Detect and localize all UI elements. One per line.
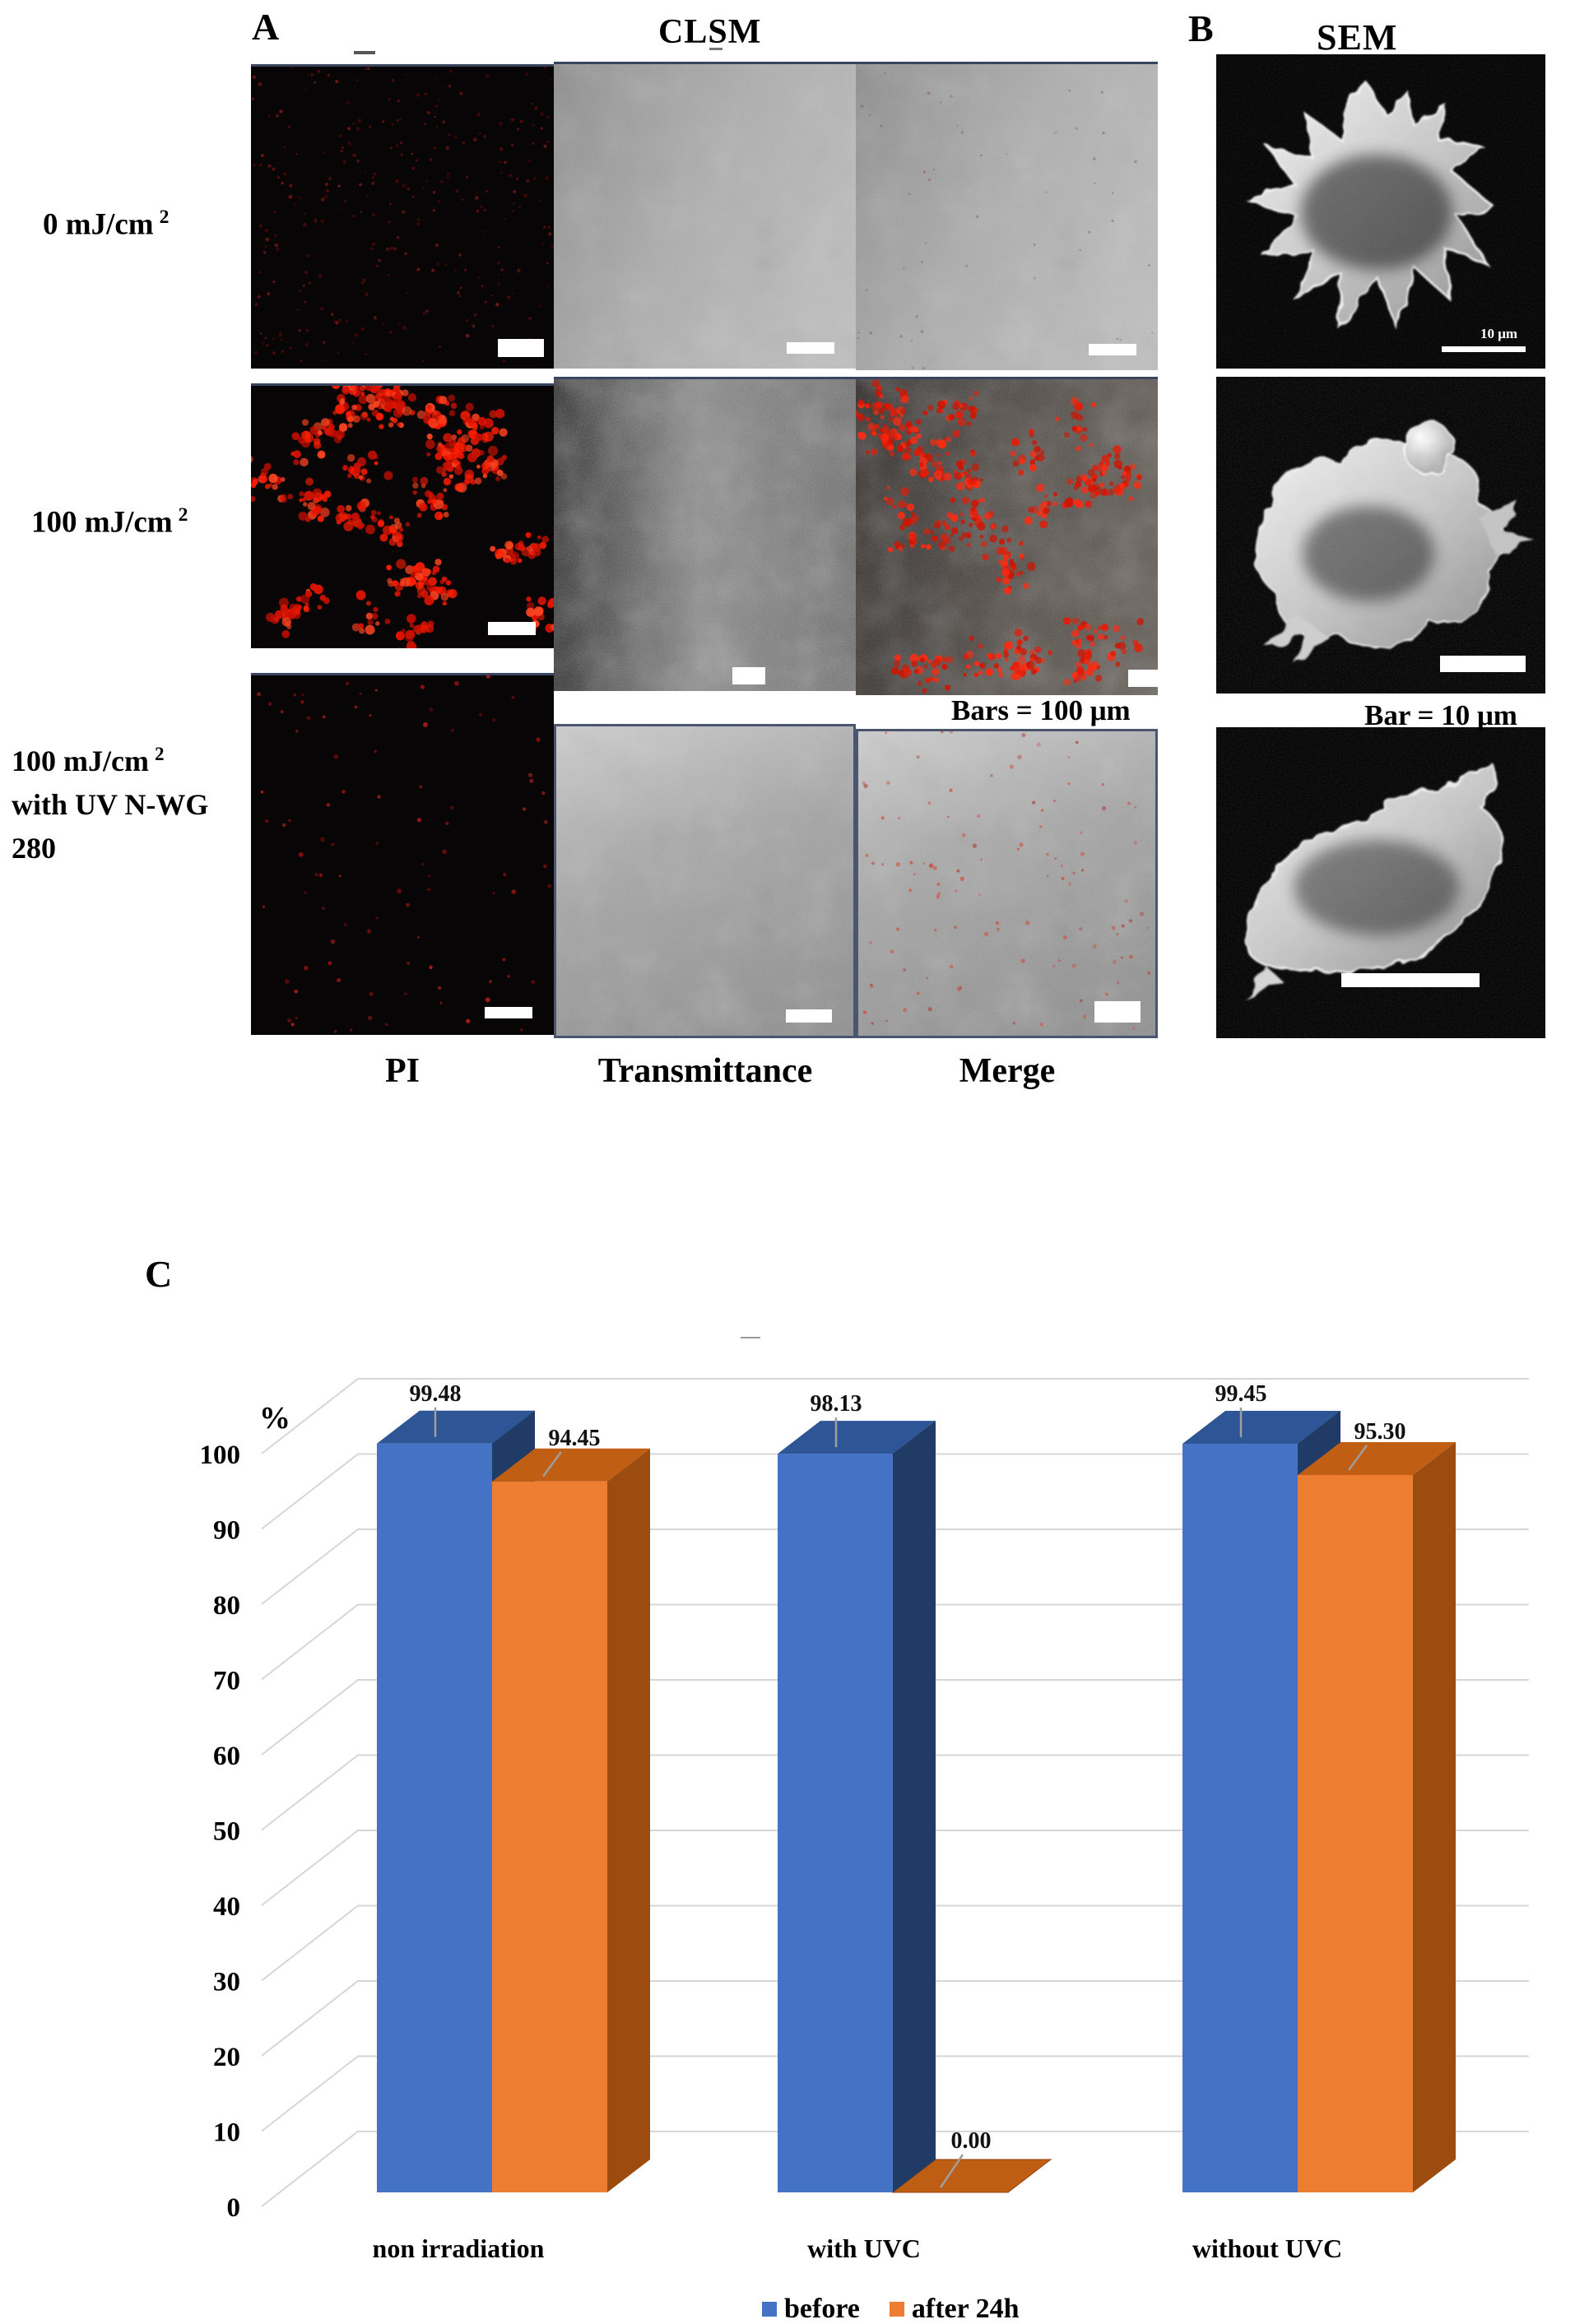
legend-swatch-before xyxy=(762,2302,777,2317)
row-label-0mj: 0 mJ/cm 2 xyxy=(43,196,169,246)
sem-title: SEM xyxy=(1317,17,1398,58)
clsm-image-transmittance-nwg xyxy=(554,724,856,1038)
svg-text:non irradiation: non irradiation xyxy=(373,2234,545,2263)
column-label-pi: PI xyxy=(385,1052,420,1090)
legend-item-before: before xyxy=(762,2294,860,2324)
svg-text:0: 0 xyxy=(227,2193,241,2223)
scale-bar xyxy=(787,342,834,354)
row-label-nwg-sup: 2 xyxy=(154,743,165,764)
clsm-image-pi-0mj xyxy=(251,64,554,369)
clsm-image-pi-nwg xyxy=(251,673,554,1035)
row-label-nwg-line2: with UV N-WG xyxy=(12,788,209,821)
svg-text:0.00: 0.00 xyxy=(951,2128,992,2154)
scale-bar xyxy=(1089,344,1136,355)
clsm-image-transmittance-100mj xyxy=(554,377,856,691)
scale-bar xyxy=(1128,670,1158,687)
row-label-nwg-line1: 100 mJ/cm xyxy=(12,745,149,777)
svg-text:90: 90 xyxy=(213,1516,240,1546)
row-label-nwg-line3: 280 xyxy=(12,832,56,865)
svg-text:%: % xyxy=(259,1401,290,1436)
row-label-100mj-text: 100 mJ/cm xyxy=(31,505,173,540)
panel-b-label: B xyxy=(1188,7,1214,49)
clsm-title: CLSM xyxy=(658,13,762,51)
scale-bar xyxy=(1440,656,1526,672)
svg-text:99.48: 99.48 xyxy=(410,1381,462,1407)
sem-image-100mj xyxy=(1216,377,1545,693)
scale-bar xyxy=(786,1009,832,1023)
row-label-100mj: 100 mJ/cm 2 xyxy=(31,494,188,544)
scale-bar xyxy=(498,339,544,357)
clsm-scale-note: Bars = 100 μm xyxy=(951,694,1131,726)
svg-text:40: 40 xyxy=(213,1892,240,1922)
clsm-image-transmittance-0mj xyxy=(554,62,856,369)
svg-text:60: 60 xyxy=(213,1742,240,1771)
stray-dash-2 xyxy=(709,48,722,50)
svg-text:94.45: 94.45 xyxy=(549,1426,601,1451)
svg-text:10: 10 xyxy=(213,2118,240,2148)
scale-bar xyxy=(488,622,536,635)
sem-scale-note: Bar = 10 μm xyxy=(1364,699,1517,731)
panel-c-label: C xyxy=(145,1253,173,1295)
clsm-image-merge-100mj xyxy=(856,377,1158,695)
svg-text:without UVC: without UVC xyxy=(1192,2234,1342,2263)
stray-dash xyxy=(354,51,375,54)
svg-text:80: 80 xyxy=(213,1591,240,1621)
legend-item-after24h: after 24h xyxy=(889,2294,1020,2324)
legend-swatch-after24h xyxy=(889,2302,904,2317)
svg-text:30: 30 xyxy=(213,1968,240,1997)
row-label-0mj-text: 0 mJ/cm xyxy=(43,207,154,242)
legend-label-after24h: after 24h xyxy=(911,2294,1020,2324)
svg-text:50: 50 xyxy=(213,1817,240,1847)
clsm-image-pi-100mj xyxy=(251,383,554,648)
sem-image-0mj: 10 μm xyxy=(1216,54,1545,369)
svg-text:with UVC: with UVC xyxy=(807,2234,921,2263)
scale-bar xyxy=(1442,346,1526,352)
viability-bar-chart: 99.48 94.45 non irradiation 98.13 0.00 with U… xyxy=(200,1337,1529,2263)
chart-legend: before after 24h xyxy=(762,2294,1049,2324)
scale-bar xyxy=(1094,1001,1141,1023)
svg-text:99.45: 99.45 xyxy=(1215,1381,1267,1407)
clsm-image-merge-0mj xyxy=(856,62,1158,370)
sem-image-nwg xyxy=(1216,727,1545,1038)
scale-bar xyxy=(732,667,765,684)
column-label-merge: Merge xyxy=(959,1052,1056,1090)
sem-scale-text: 10 μm xyxy=(1480,326,1517,341)
scale-bar xyxy=(1341,973,1480,987)
clsm-image-merge-nwg xyxy=(856,729,1158,1038)
row-label-100mj-sup: 2 xyxy=(178,504,188,526)
svg-text:20: 20 xyxy=(213,2043,240,2072)
svg-text:70: 70 xyxy=(213,1667,240,1696)
svg-text:98.13: 98.13 xyxy=(811,1391,862,1417)
column-label-transmittance: Transmittance xyxy=(597,1052,813,1090)
row-label-0mj-sup: 2 xyxy=(159,206,170,228)
legend-label-before: before xyxy=(784,2294,860,2324)
svg-text:95.30: 95.30 xyxy=(1354,1419,1406,1445)
row-label-100mj-nwg: 100 mJ/cm 2 with UV N-WG 280 xyxy=(12,732,208,870)
panel-a-label: A xyxy=(252,6,280,48)
svg-text:100: 100 xyxy=(200,1440,241,1470)
scale-bar xyxy=(485,1007,532,1018)
